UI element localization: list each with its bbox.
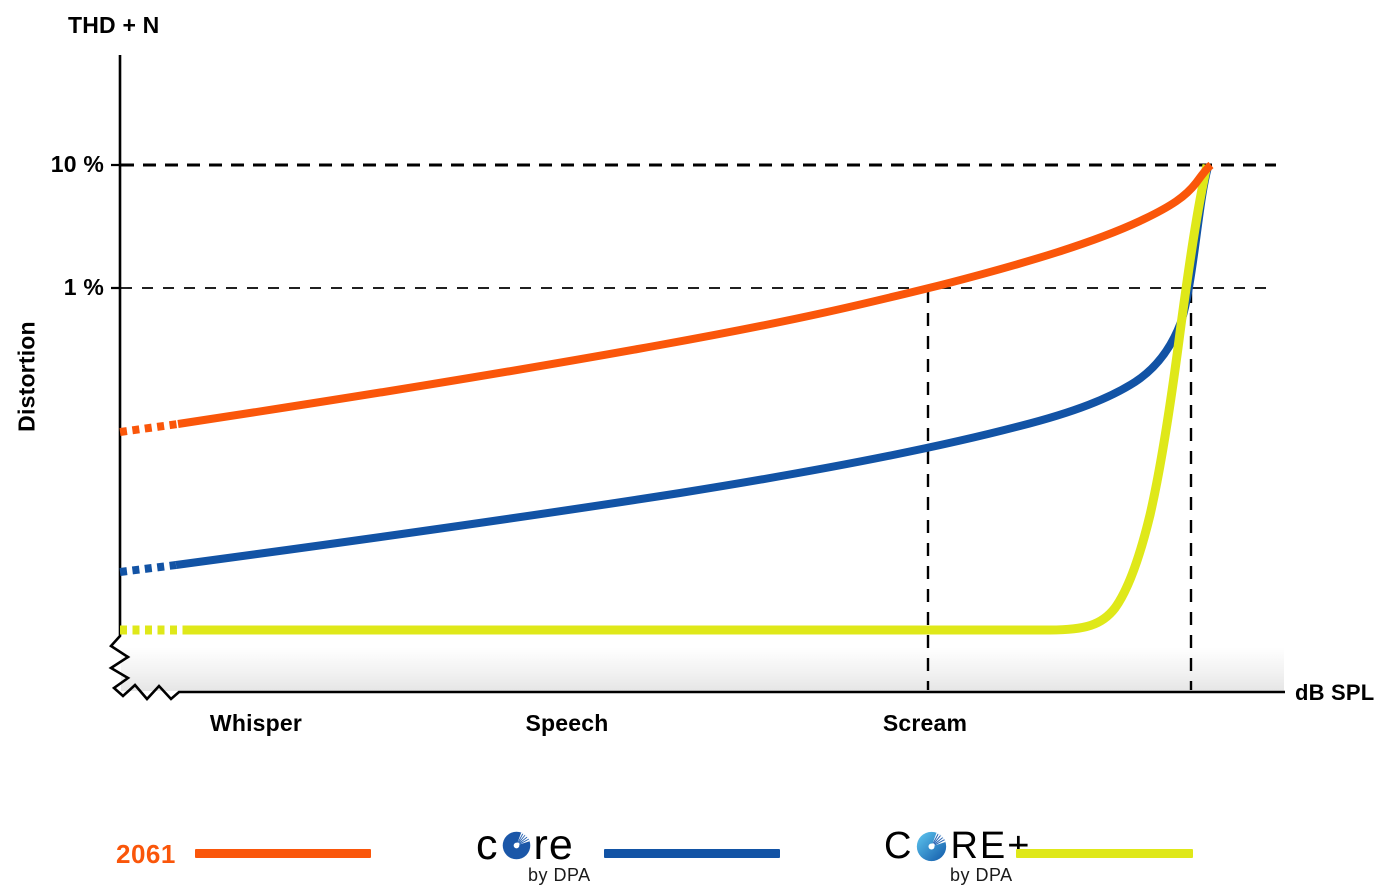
core-disc-icon — [502, 831, 530, 860]
curve-core-dotted — [119, 561, 177, 576]
x-category-scream: Scream — [882, 710, 968, 736]
legend-line-2061 — [195, 849, 371, 858]
y-tick-10-percent: 10 % — [50, 151, 104, 177]
chart-title: THD + N — [68, 12, 160, 38]
legend-label-2061: 2061 — [116, 839, 176, 869]
y-axis-label: Distortion — [13, 321, 40, 432]
curve-core — [175, 165, 1212, 569]
baseline-fade-band — [121, 647, 1284, 691]
coreplus-logo-subtext: by DPA — [950, 865, 1013, 885]
legend-line-coreplus — [1016, 849, 1193, 858]
axes-with-break — [108, 55, 1285, 701]
y-axis-ticks — [111, 163, 121, 290]
core-logo-subtext: by DPA — [528, 865, 591, 885]
x-category-speech: Speech — [525, 710, 609, 736]
curve-2061 — [177, 161, 1214, 428]
curve-coreplus — [184, 164, 1212, 635]
core-logo-text-pre: c — [476, 821, 499, 869]
legend-line-core — [604, 849, 780, 858]
coreplus-disc-icon — [917, 831, 947, 861]
coreplus-logo-text-post: RE+ — [950, 825, 1032, 867]
x-axis-label: dB SPL — [1295, 680, 1375, 705]
curve-2061-dotted — [119, 420, 179, 436]
core-logo-text-post: re — [533, 821, 574, 869]
coreplus-logo-text-pre: C — [884, 825, 914, 867]
y-tick-1-percent: 1 % — [63, 274, 104, 300]
core-by-dpa-logo: c re by DPA — [476, 824, 591, 886]
coreplus-by-dpa-logo: C RE+ by DPA — [884, 827, 1031, 886]
x-category-whisper: Whisper — [209, 710, 303, 736]
